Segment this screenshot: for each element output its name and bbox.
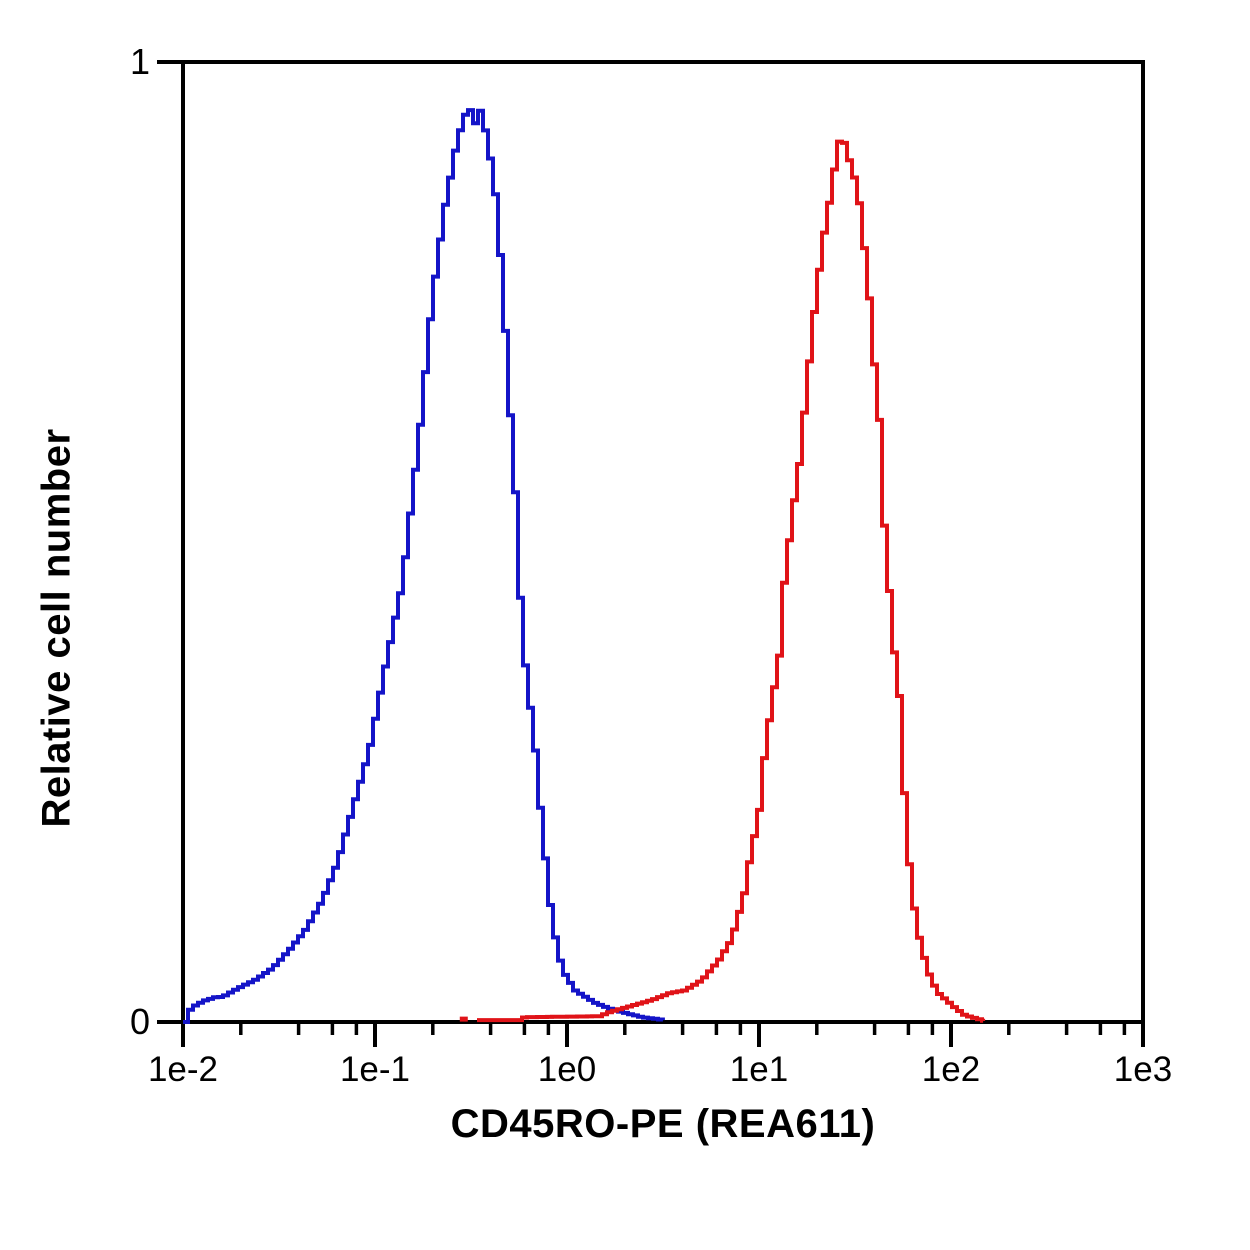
- y-tick-label-1: 1: [129, 41, 150, 82]
- x-tick-label-1e2: 1e2: [921, 1050, 981, 1089]
- y-axis-title: Relative cell number: [34, 428, 79, 828]
- x-tick-label-1e-2: 1e-2: [147, 1050, 219, 1089]
- y-tick-label-0: 0: [129, 1001, 150, 1042]
- blue-curve: [183, 108, 665, 1024]
- plot-frame: [181, 60, 1145, 1024]
- x-tick-label-1e-1: 1e-1: [339, 1050, 411, 1089]
- x-tick-label-1e1: 1e1: [729, 1050, 789, 1089]
- x-tick-label-1e0: 1e0: [537, 1050, 597, 1089]
- x-axis-title: CD45RO-PE (REA611): [450, 1102, 876, 1146]
- x-tick-label-1e3: 1e3: [1113, 1050, 1173, 1089]
- red-curve: [477, 139, 986, 1023]
